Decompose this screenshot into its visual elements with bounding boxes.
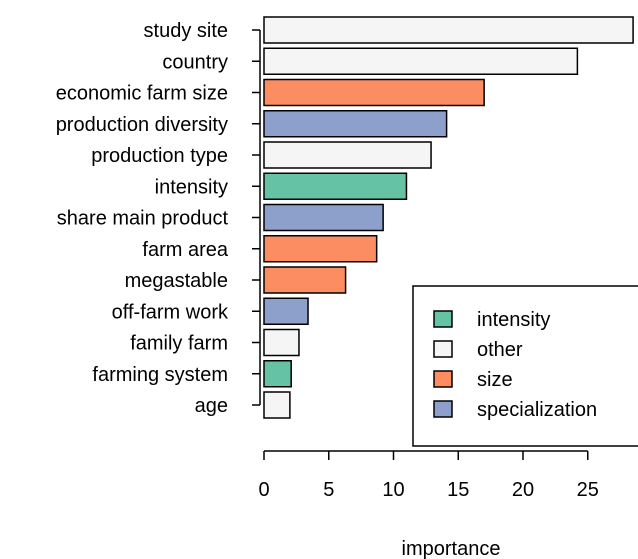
category-label-0: study site [144, 20, 228, 42]
x-tick-label-2: 10 [382, 479, 404, 501]
category-label-12: age [195, 395, 228, 417]
bar-1 [263, 47, 579, 75]
bar-6 [263, 203, 384, 232]
category-label-1: country [162, 51, 228, 73]
category-label-5: intensity [155, 176, 228, 198]
legend-label-size: size [477, 369, 513, 391]
bars-layer [263, 16, 634, 419]
bar-9 [263, 297, 309, 325]
category-label-11: farming system [92, 364, 228, 386]
bar-3 [263, 110, 448, 138]
bar-8 [263, 266, 347, 294]
legend-label-intensity: intensity [477, 309, 550, 331]
x-axis-title: importance [402, 538, 501, 559]
bar-2 [263, 78, 485, 107]
x-tick-label-4: 20 [512, 479, 534, 501]
category-label-6: share main product [57, 208, 229, 230]
category-label-2: economic farm size [56, 83, 228, 105]
bar-0 [263, 16, 634, 44]
bar-11 [263, 360, 292, 388]
category-label-3: production diversity [56, 114, 228, 136]
legend: intensity other size specialization [412, 285, 638, 447]
bar-5 [263, 172, 408, 200]
bar-10 [263, 328, 300, 357]
legend-label-specialization: specialization [477, 399, 597, 421]
legend-swatch-size [433, 370, 453, 388]
y-axis: study site country economic farm size produ… [56, 20, 261, 417]
x-tick-label-0: 0 [258, 479, 269, 501]
legend-swatch-specialization [433, 400, 453, 418]
category-label-7: farm area [142, 239, 228, 261]
category-label-4: production type [91, 145, 228, 167]
legend-label-other: other [477, 339, 523, 361]
x-tick-label-1: 5 [323, 479, 334, 501]
category-label-10: family farm [130, 333, 228, 355]
legend-swatch-other [433, 340, 453, 358]
x-axis: 0 5 10 15 20 25 [258, 450, 599, 501]
bar-7 [263, 235, 378, 263]
category-label-8: megastable [125, 270, 228, 292]
bar-4 [263, 141, 432, 169]
category-label-9: off-farm work [112, 301, 229, 323]
x-tick-label-3: 15 [447, 479, 469, 501]
legend-swatch-intensity [433, 310, 453, 328]
bar-12 [263, 391, 291, 419]
x-tick-label-5: 25 [577, 479, 599, 501]
